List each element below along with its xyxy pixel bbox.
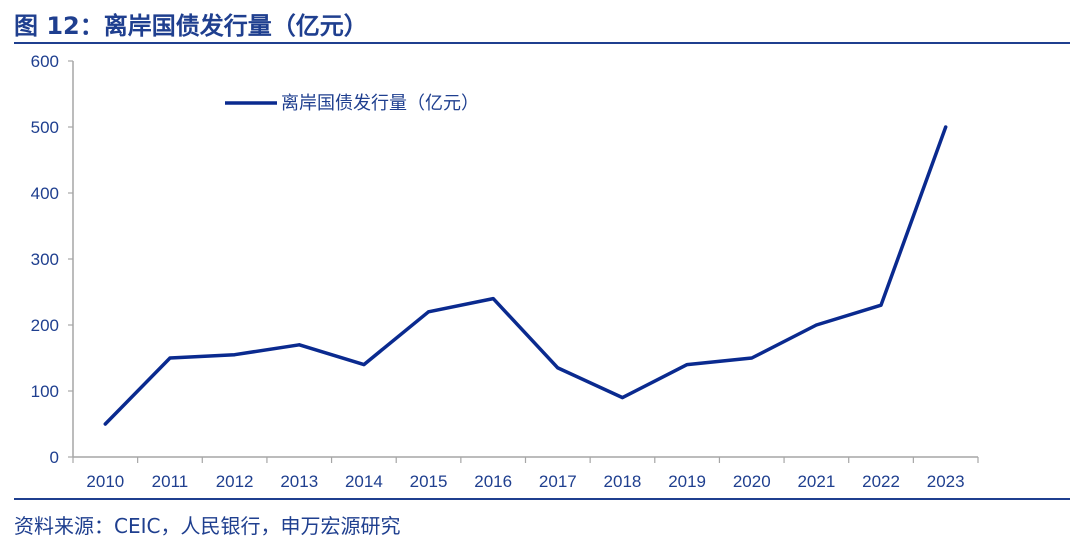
source-note: 资料来源：CEIC，人民银行，申万宏源研究 xyxy=(14,514,401,538)
x-tick-label: 2019 xyxy=(668,472,706,491)
data-point xyxy=(879,303,883,307)
y-tick-label: 600 xyxy=(31,52,59,71)
figure-title: 图 12：离岸国债发行量（亿元） xyxy=(14,12,368,40)
data-point xyxy=(814,323,818,327)
data-point xyxy=(491,297,495,301)
data-point xyxy=(620,396,624,400)
y-tick-label: 400 xyxy=(31,184,59,203)
source-divider xyxy=(14,498,1070,500)
data-point xyxy=(362,363,366,367)
data-point xyxy=(556,366,560,370)
y-tick-labels: 0 100 200 300 400 500 600 xyxy=(31,52,59,467)
x-tick-label: 2022 xyxy=(862,472,900,491)
data-point xyxy=(685,363,689,367)
y-tick-label: 500 xyxy=(31,118,59,137)
data-point xyxy=(944,125,948,129)
y-tick-label: 0 xyxy=(50,448,59,467)
x-tick-label: 2023 xyxy=(927,472,965,491)
chart-axes xyxy=(68,60,979,463)
data-point xyxy=(297,343,301,347)
x-tick-label: 2021 xyxy=(797,472,835,491)
x-tick-label: 2014 xyxy=(345,472,383,491)
chart-legend: 离岸国债发行量（亿元） xyxy=(225,93,479,114)
x-tick-label: 2020 xyxy=(733,472,771,491)
data-point xyxy=(233,353,237,357)
x-tick-label: 2016 xyxy=(474,472,512,491)
data-point xyxy=(427,310,431,314)
x-tick-label: 2013 xyxy=(280,472,318,491)
title-divider xyxy=(14,42,1070,44)
series-line xyxy=(103,125,948,426)
y-tick-label: 200 xyxy=(31,316,59,335)
x-tick-label: 2010 xyxy=(86,472,124,491)
series-lines xyxy=(103,125,948,426)
x-tick-label: 2017 xyxy=(539,472,577,491)
x-tick-label: 2012 xyxy=(216,472,254,491)
x-tick-labels: 2010 2011 2012 2013 2014 2015 2016 2017 2018 2019… xyxy=(86,472,964,491)
x-tick-label: 2018 xyxy=(604,472,642,491)
x-tick-label: 2011 xyxy=(152,472,189,491)
data-point xyxy=(103,422,107,426)
data-point xyxy=(750,356,754,360)
y-tick-label: 100 xyxy=(31,382,59,401)
line-chart: 0 100 200 300 400 500 600 2010 2011 2012 2013 2014… xyxy=(31,52,979,491)
legend-label: 离岸国债发行量（亿元） xyxy=(281,93,479,114)
data-point xyxy=(168,356,172,360)
x-tick-label: 2015 xyxy=(410,472,448,491)
y-tick-label: 300 xyxy=(31,250,59,269)
